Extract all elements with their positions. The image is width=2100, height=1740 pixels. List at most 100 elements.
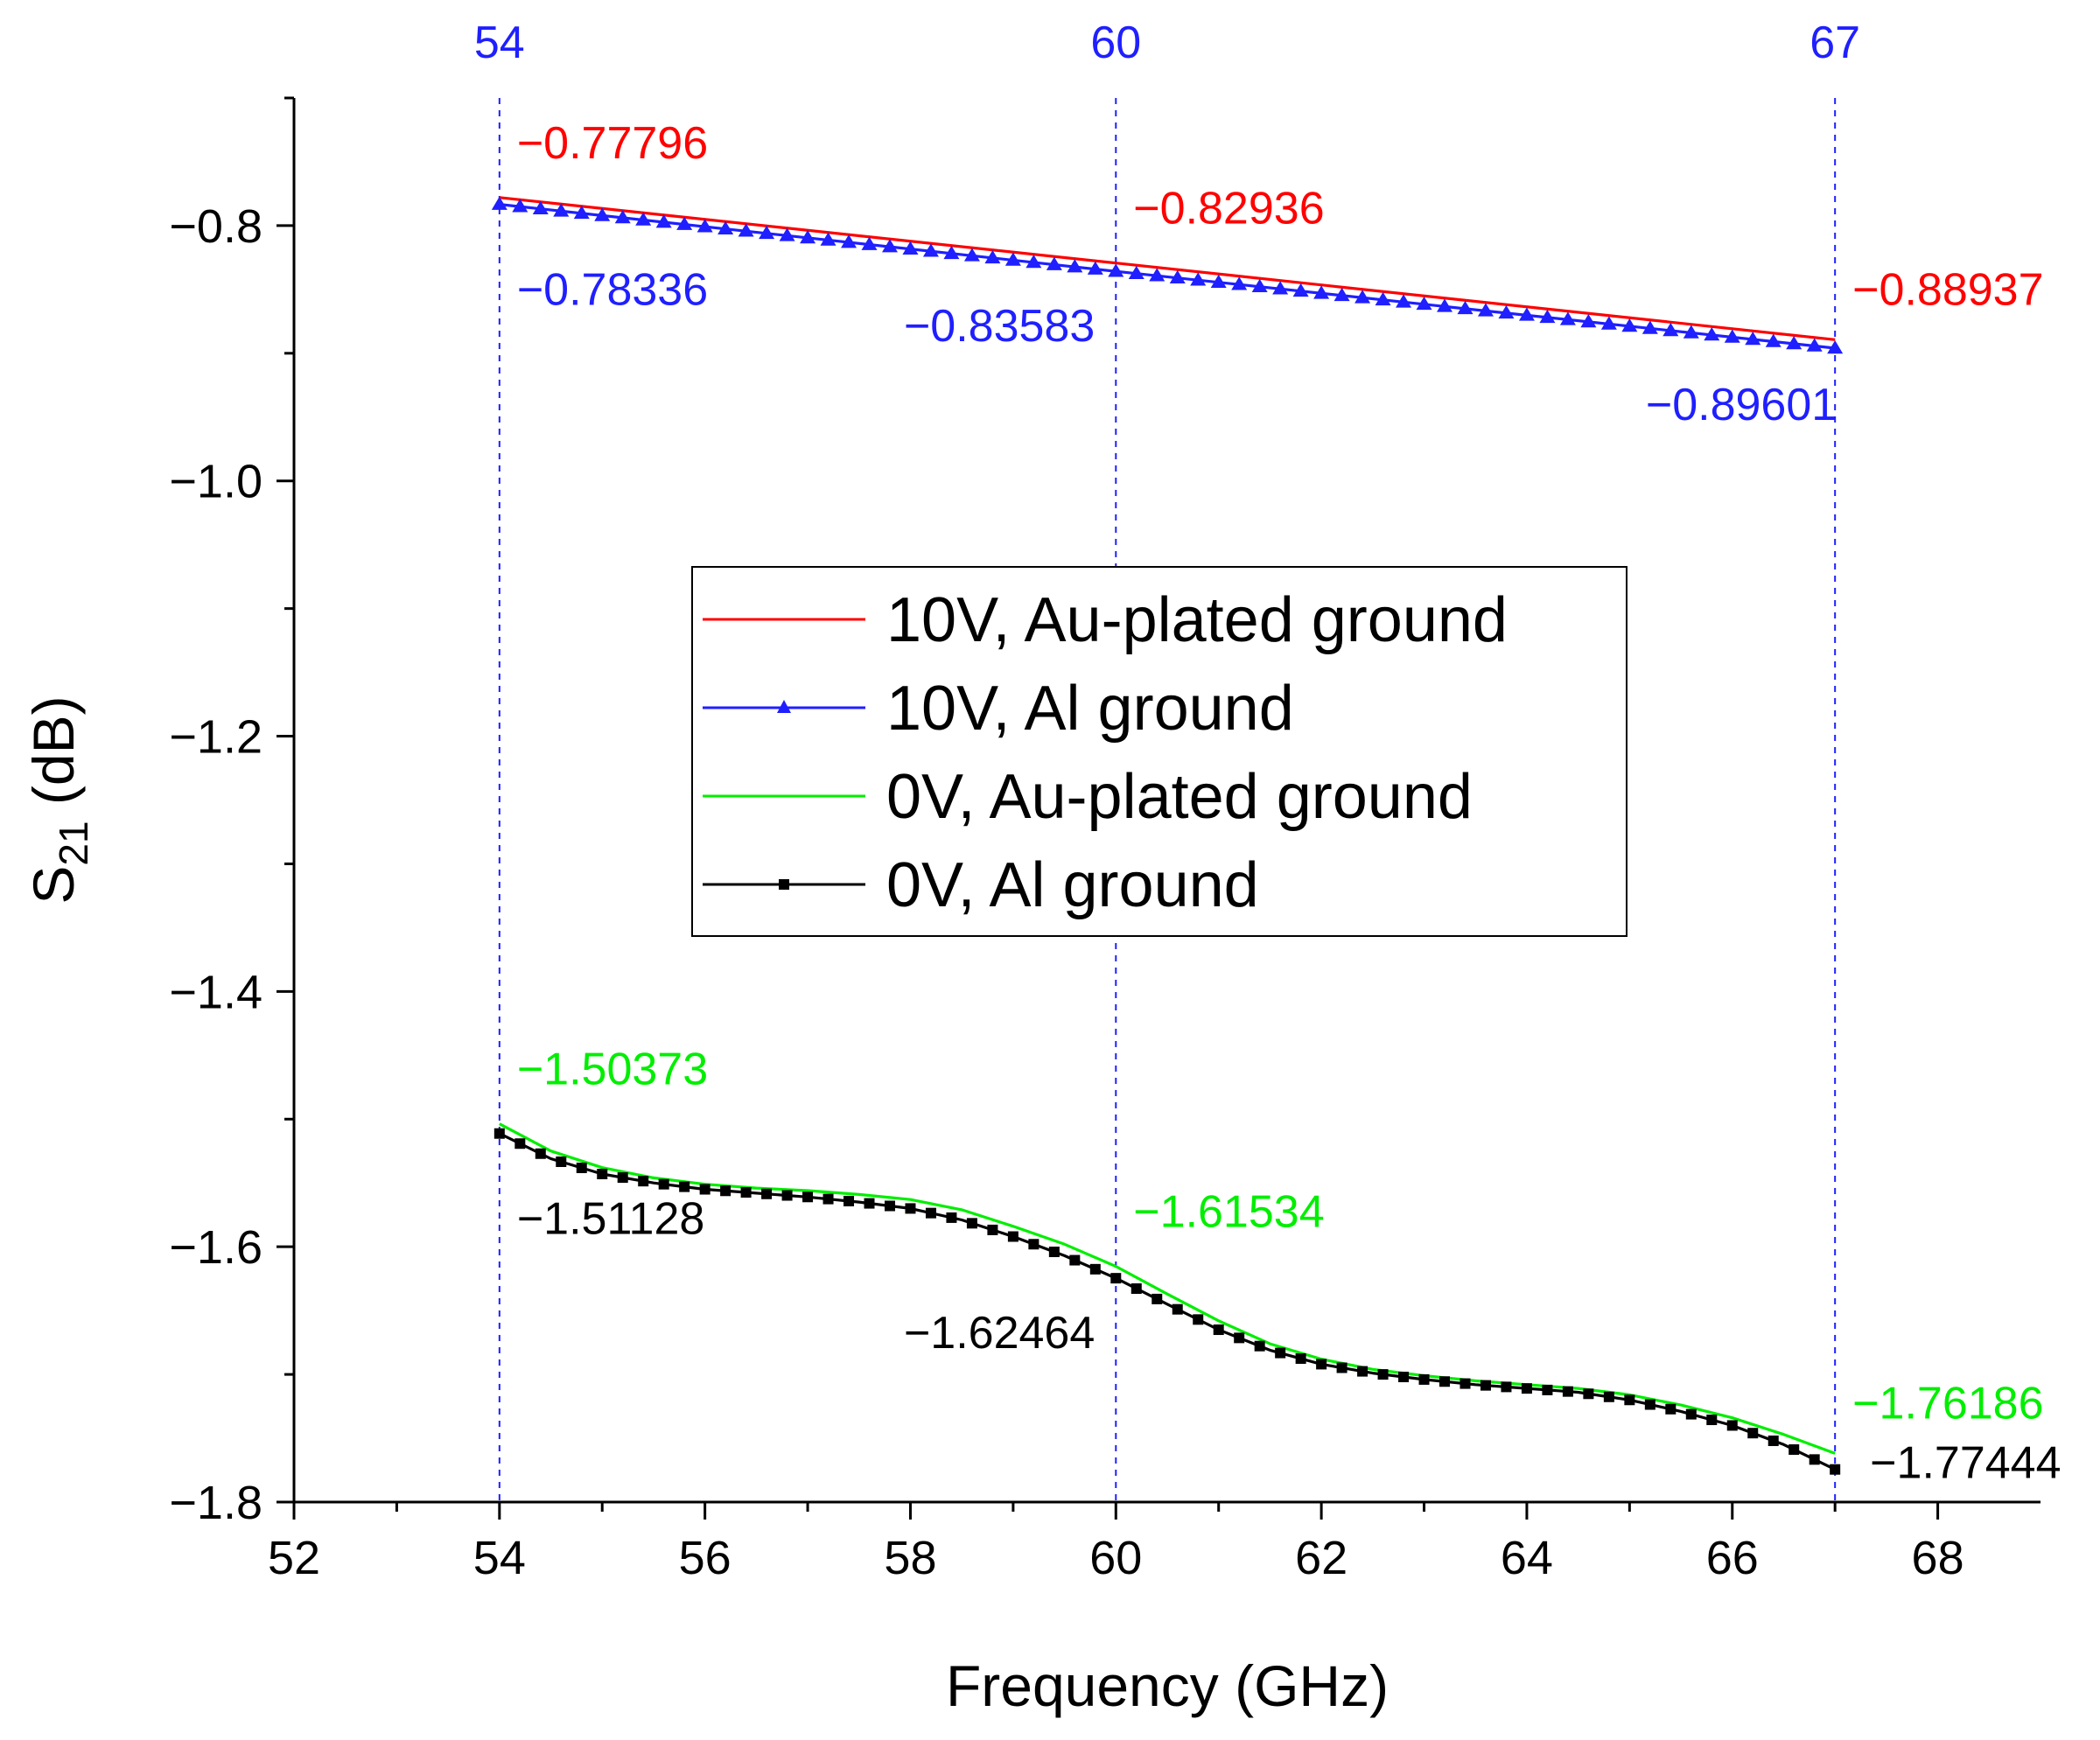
series-marker [553, 203, 570, 217]
series-marker [1292, 283, 1309, 297]
series-marker [1437, 298, 1453, 312]
series-marker [638, 1176, 649, 1187]
series-marker [597, 1169, 608, 1180]
series-marker [984, 249, 1001, 264]
series-marker [1004, 252, 1021, 266]
x-tick-label: 66 [1706, 1532, 1759, 1584]
data-value-label: −0.77796 [517, 118, 708, 169]
series-marker [1128, 265, 1144, 279]
series-marker [1642, 320, 1658, 334]
series-marker [1518, 307, 1535, 321]
x-tick-label: 54 [473, 1532, 526, 1584]
series-marker [1087, 261, 1103, 275]
series-marker [532, 200, 549, 215]
series-marker [1704, 326, 1720, 341]
series-marker [1375, 291, 1391, 306]
x-tick-label: 56 [679, 1532, 732, 1584]
legend-box [691, 566, 1628, 937]
series-marker [494, 1128, 505, 1139]
series-marker [1624, 1394, 1635, 1406]
series-marker [699, 1184, 710, 1195]
x-axis-title: Frequency (GHz) [946, 1653, 1389, 1718]
series-marker [1583, 1388, 1594, 1400]
series-marker [1357, 1366, 1368, 1377]
series-marker [1457, 300, 1474, 315]
x-tick-label: 68 [1912, 1532, 1964, 1584]
series-marker [1809, 1454, 1820, 1465]
plot-area: 54 60 67 52 54 56 58 60 62 64 66 68 −0.8 −1.0 −1.2 −1.4… [21, 17, 2062, 1718]
series-marker [987, 1224, 998, 1235]
series-marker [1498, 304, 1515, 319]
series-marker [573, 205, 590, 220]
series-marker [844, 1195, 855, 1206]
vertical-marker-label: 60 [1090, 17, 1141, 68]
y-axis-title: S21 (dB) [21, 695, 96, 904]
data-value-label: −0.88937 [1852, 264, 2043, 315]
y-tick-label: −0.8 [169, 200, 262, 253]
series-marker [1396, 294, 1412, 308]
series-marker [1210, 274, 1227, 289]
series-marker [1477, 303, 1494, 317]
x-tick-label: 62 [1295, 1532, 1348, 1584]
vertical-marker-label: 67 [1810, 17, 1860, 68]
series-marker [1295, 1352, 1306, 1364]
data-value-label: −1.77444 [1870, 1438, 2061, 1489]
series-marker [963, 248, 980, 262]
series-marker [1501, 1381, 1512, 1393]
series-marker [925, 1207, 936, 1219]
vertical-marker-label: 54 [474, 17, 525, 68]
series-marker [1069, 1254, 1081, 1266]
series-marker [966, 1218, 977, 1229]
series-marker [1830, 1464, 1841, 1475]
series-marker [1169, 269, 1186, 284]
data-value-label: −0.78336 [517, 265, 708, 316]
series-marker [1580, 313, 1597, 328]
series-marker [635, 212, 652, 226]
series-marker [514, 1138, 526, 1150]
series-marker [1234, 1332, 1245, 1344]
series-marker [594, 207, 611, 221]
series-marker [696, 219, 713, 233]
y-tick-label: −1.4 [169, 966, 262, 1018]
y-tick-label: −1.6 [169, 1221, 262, 1274]
series-marker [1765, 333, 1782, 347]
series-marker [1460, 1378, 1471, 1389]
series-marker [1788, 1444, 1800, 1456]
series-marker [1542, 1384, 1553, 1395]
series-marker [820, 232, 836, 246]
x-tick-label: 58 [884, 1532, 936, 1584]
series-marker [740, 1187, 752, 1198]
series-marker [1726, 1420, 1738, 1431]
series-marker [1110, 1273, 1122, 1284]
series-marker [1416, 296, 1432, 311]
series-marker [761, 1188, 773, 1199]
series-marker [881, 239, 898, 253]
series-marker [1275, 1347, 1286, 1359]
x-tick-label: 64 [1501, 1532, 1553, 1584]
series-marker [802, 1191, 814, 1203]
series-marker [902, 241, 919, 255]
series-marker [884, 1200, 895, 1212]
series-marker [1559, 311, 1576, 325]
series-marker [1685, 1408, 1697, 1420]
series-marker [556, 1157, 567, 1168]
legend-label: 10V, Au-plated ground [886, 585, 1508, 655]
data-value-label: −0.82936 [1133, 184, 1324, 234]
series-marker [1662, 322, 1679, 337]
data-value-label: −1.76186 [1852, 1378, 2043, 1429]
series-marker [905, 1203, 916, 1214]
series-marker [658, 1178, 669, 1190]
series-marker [1193, 1314, 1204, 1325]
series-marker [655, 214, 672, 228]
series-marker [1190, 272, 1207, 286]
series-marker [1152, 1293, 1163, 1304]
series-marker [800, 229, 816, 244]
legend-marker [777, 700, 791, 713]
series-marker [841, 234, 858, 248]
series-marker [822, 1193, 834, 1205]
series-marker [1149, 268, 1166, 282]
series-marker [946, 1212, 957, 1223]
series-marker [1089, 1263, 1101, 1275]
series-marker [864, 1198, 875, 1209]
series-marker [576, 1163, 587, 1174]
